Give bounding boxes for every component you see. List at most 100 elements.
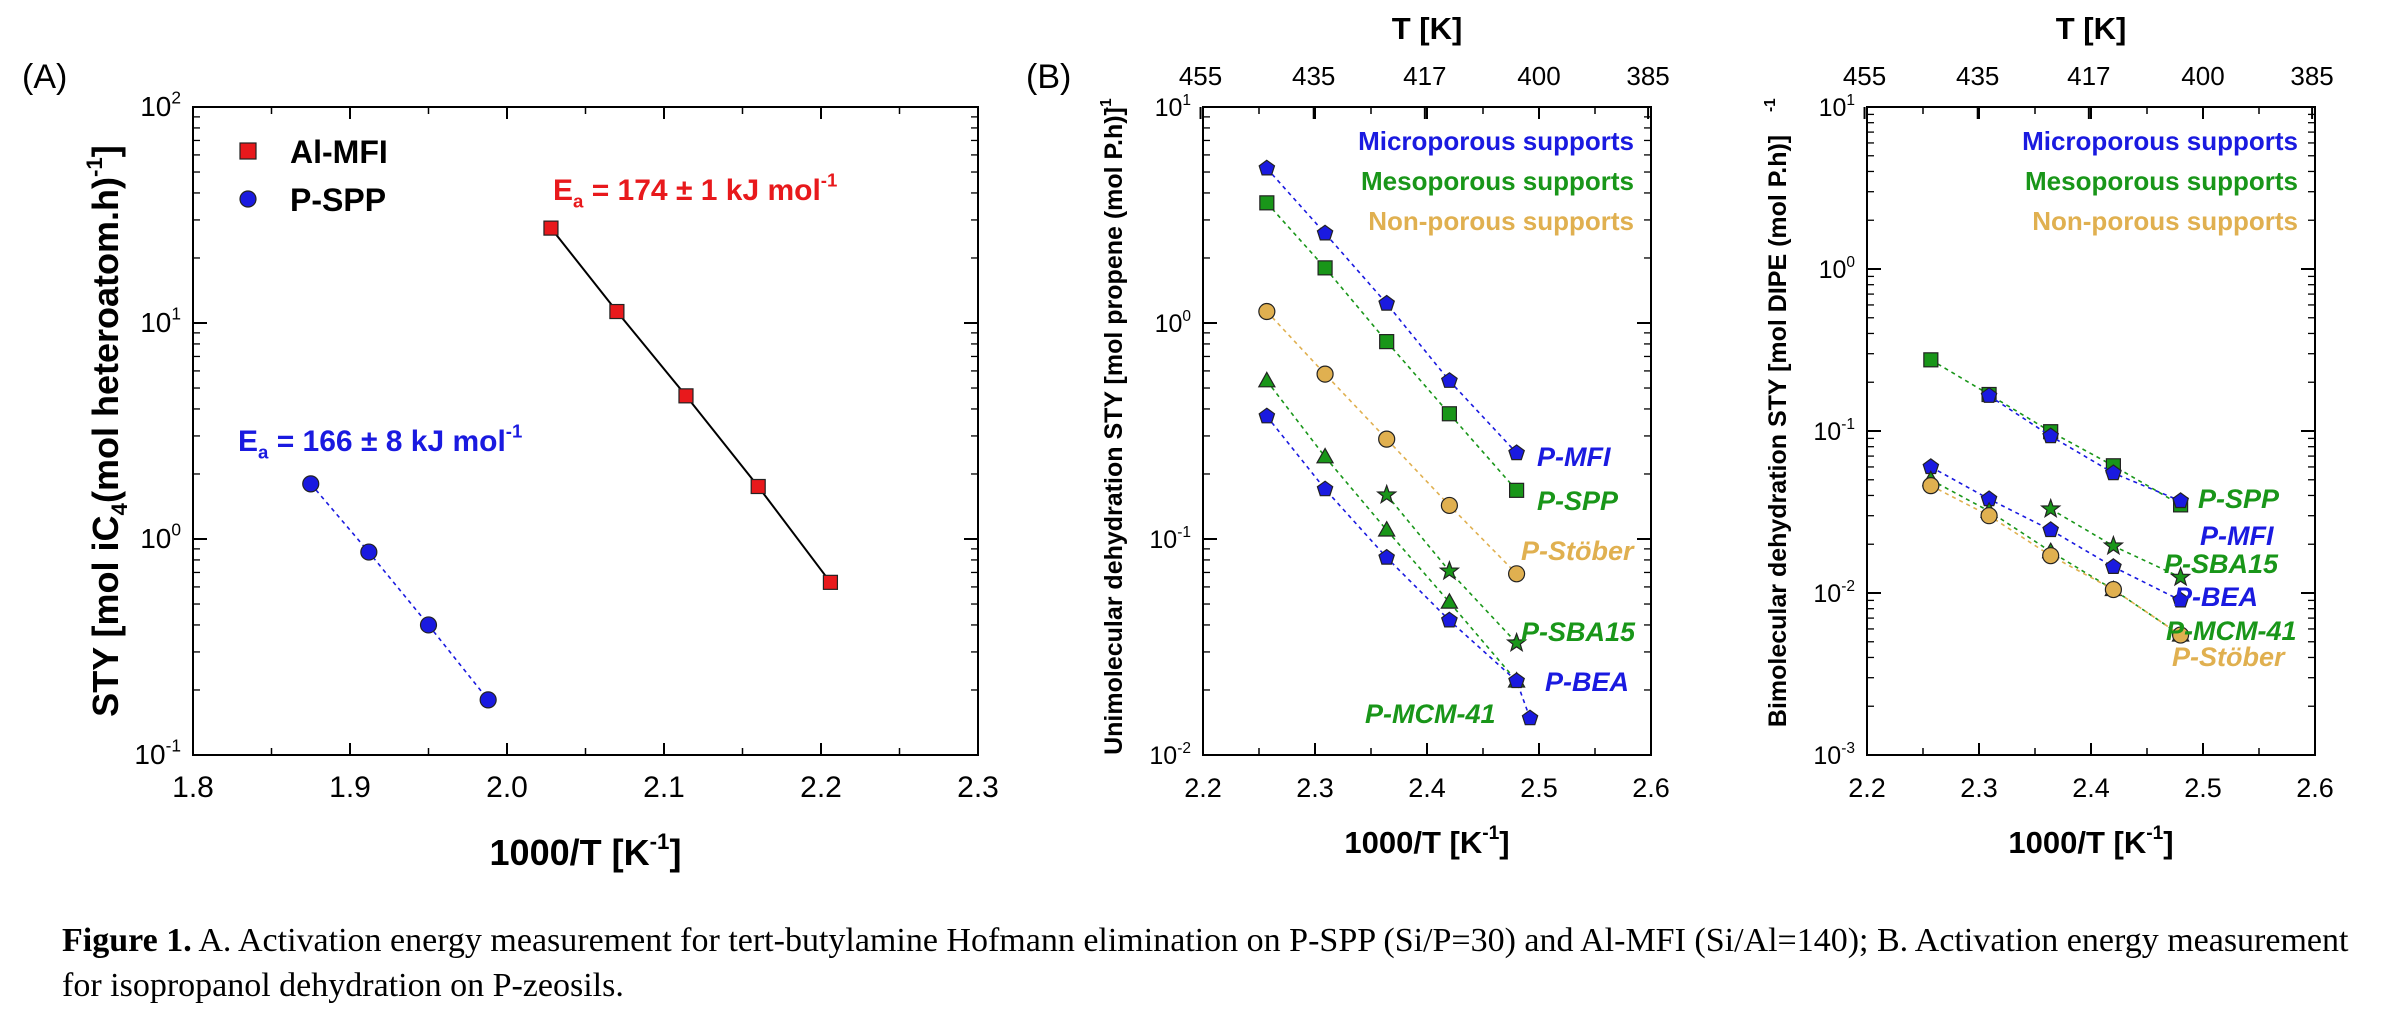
y-tick-label: 10-2 <box>1149 740 1191 770</box>
y-tick-label: 100 <box>140 519 181 554</box>
data-point-p-bea <box>2172 591 2190 608</box>
figure-caption: Figure 1. A. Activation energy measureme… <box>62 918 2362 1008</box>
y-axis-label: Bimolecular dehydration STY [mol DIPE (m… <box>1764 135 1792 727</box>
panel-label-a: (A) <box>22 58 67 96</box>
data-point-p-mfi <box>2042 427 2060 444</box>
series-label-p-bea: P-BEA <box>1545 667 1629 697</box>
legend-non-porous: Non-porous supports <box>1368 206 1634 236</box>
data-point-p-st-ber <box>1258 302 1276 321</box>
y-tick-label: 10-3 <box>1813 740 1855 770</box>
y-tick-label: 100 <box>1155 308 1192 338</box>
x-tick-label: 2.4 <box>2072 773 2110 803</box>
data-point-p-st-ber <box>1980 507 1998 525</box>
data-point-p-spp <box>1923 352 1939 368</box>
data-point-p-mfi <box>1980 386 1998 403</box>
x-axis-label: 1000/T [K-1] <box>2008 823 2173 860</box>
data-point-p-mcm-41 <box>1440 592 1459 609</box>
data-point-p-bea <box>2104 558 2122 575</box>
data-point-p-sba15 <box>2169 566 2192 587</box>
top-tick-label: 400 <box>1517 61 1560 91</box>
series-label-p-mfi: P-MFI <box>2200 521 2274 551</box>
data-point-p-mcm-41 <box>1315 447 1335 464</box>
data-point-p-mfi <box>2104 464 2122 481</box>
data-point-al-mfi <box>750 478 766 495</box>
series-label-p-spp: P-SPP <box>2198 484 2280 514</box>
y-axis-label-exponent: -1 <box>1098 98 1115 112</box>
data-point-p-bea <box>1508 672 1526 689</box>
caption-label: Figure 1. <box>62 922 192 959</box>
top-tick-label: 385 <box>1626 61 1669 91</box>
legend-mesoporous: Mesoporous supports <box>1361 166 1634 196</box>
top-tick-label: 400 <box>2181 61 2224 91</box>
y-tick-label: 10-1 <box>1813 416 1855 446</box>
top-tick-label: 455 <box>1179 61 1222 91</box>
data-point-p-st-ber <box>1922 477 1940 495</box>
activation-energy-al-mfi: Ea = 174 ± 1 kJ mol-1 <box>553 170 837 212</box>
y-axis-label-exponent: -1 <box>1762 98 1779 112</box>
y-tick-label: 101 <box>140 303 181 338</box>
data-point-p-bea <box>1440 611 1458 628</box>
x-axis-label: 1000/T [K-1] <box>490 829 682 873</box>
data-point-p-bea <box>1378 548 1396 565</box>
data-point-p-st-ber <box>1507 565 1526 583</box>
series-label-p-st-ber: P-Stöber <box>1521 536 1635 566</box>
y-tick-label: 101 <box>1155 92 1191 122</box>
series-label-p-spp: P-SPP <box>1537 486 1619 516</box>
data-point-p-mfi <box>2172 492 2190 509</box>
data-point-p-bea <box>1521 709 1539 726</box>
y-tick-label: 102 <box>140 87 181 122</box>
series-label-p-mcm-41: P-MCM-41 <box>2166 616 2297 646</box>
series-line-p-st-ber <box>1266 310 1518 575</box>
x-tick-label: 2.1 <box>643 771 685 804</box>
top-axis-label: T [K] <box>2056 11 2127 46</box>
x-tick-label: 2.5 <box>1520 773 1558 803</box>
x-tick-label: 1.8 <box>172 771 214 804</box>
top-tick-label: 417 <box>1403 61 1446 91</box>
data-point-p-bea <box>1316 480 1334 497</box>
data-point-p-spp <box>1379 334 1395 350</box>
series-label-p-bea: P-BEA <box>2174 582 2258 612</box>
series-label-p-st-ber: P-Stöber <box>2172 642 2286 672</box>
series-label-p-sba15: P-SBA15 <box>1521 617 1636 647</box>
series-label-p-sba15: P-SBA15 <box>2164 549 2279 579</box>
data-point-p-sba15 <box>1376 483 1398 505</box>
x-tick-label: 2.2 <box>1184 773 1222 803</box>
series-line-p-bea <box>1930 466 2181 602</box>
data-point-p-spp <box>1441 406 1458 422</box>
data-point-p-st-ber <box>2042 547 2060 565</box>
data-point-al-mfi <box>822 574 839 590</box>
data-point-p-spp <box>360 543 378 561</box>
legend-label-al-mfi: Al-MFI <box>290 134 388 170</box>
data-point-p-spp <box>1508 482 1525 498</box>
series-line-al-mfi <box>550 227 832 583</box>
series-line-p-bea <box>1266 415 1531 719</box>
x-tick-label: 2.4 <box>1408 773 1446 803</box>
data-point-p-mfi <box>1258 159 1276 176</box>
data-point-p-mfi <box>1378 294 1396 311</box>
data-point-p-sba15 <box>1438 559 1461 581</box>
data-point-al-mfi <box>609 303 625 320</box>
data-point-p-bea <box>2042 521 2060 538</box>
x-tick-label: 2.2 <box>800 771 842 804</box>
top-tick-label: 435 <box>1956 61 1999 91</box>
data-point-p-st-ber <box>1378 430 1396 448</box>
series-label-p-mfi: P-MFI <box>1537 442 1611 472</box>
legend-label-p-spp: P-SPP <box>290 182 386 218</box>
series-line-p-spp <box>1266 202 1518 491</box>
series-line-p-mcm-41 <box>1266 380 1518 682</box>
data-point-p-st-ber <box>1440 496 1459 515</box>
panel-label-b: (B) <box>1026 58 1071 96</box>
data-point-p-spp <box>1259 195 1275 211</box>
series-line-p-mfi <box>1266 167 1518 454</box>
y-axis-label: STY [mol iC4(mol heteroatom.h)-1] <box>82 145 132 717</box>
x-tick-label: 1.9 <box>329 771 371 804</box>
data-point-p-spp <box>479 691 497 709</box>
data-point-p-mfi <box>1508 444 1526 461</box>
legend-marker-p-spp <box>239 190 257 208</box>
x-tick-label: 2.2 <box>1848 773 1886 803</box>
x-tick-label: 2.5 <box>2184 773 2222 803</box>
data-point-p-mfi <box>1440 372 1458 388</box>
data-point-p-sba15 <box>2040 497 2062 519</box>
x-tick-label: 2.6 <box>1632 773 1670 803</box>
